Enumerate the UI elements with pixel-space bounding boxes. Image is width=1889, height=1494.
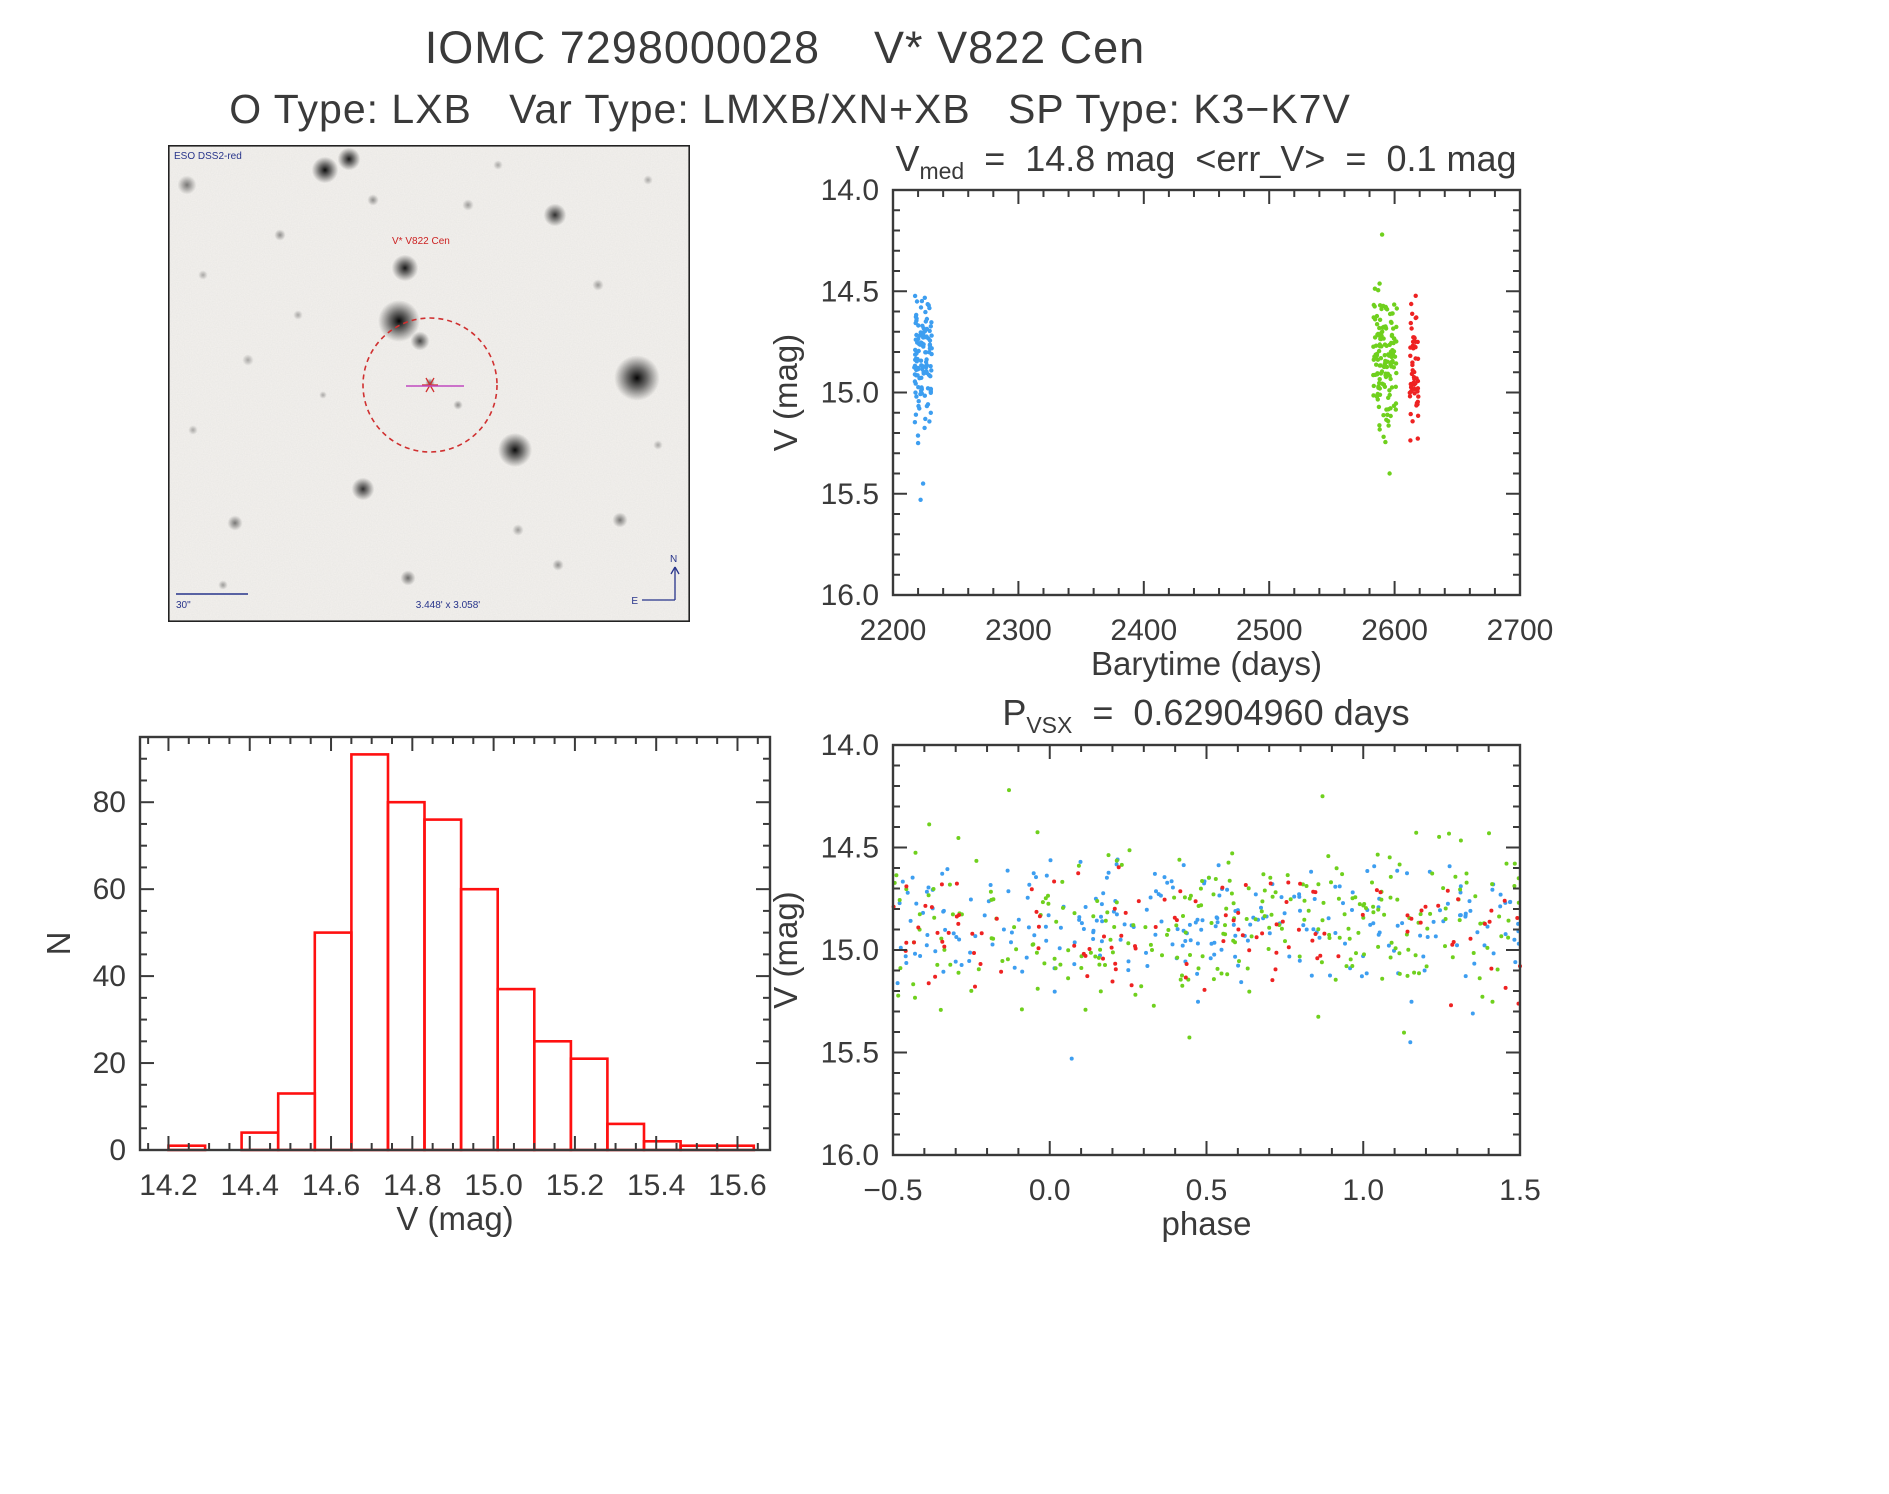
svg-text:80: 80 — [93, 786, 126, 819]
star — [274, 229, 286, 241]
star — [612, 512, 628, 528]
star — [177, 175, 197, 195]
pvsx-value: = 0.62904960 days — [1072, 692, 1410, 733]
star — [493, 160, 503, 170]
svg-text:1.5: 1.5 — [1499, 1174, 1541, 1207]
star — [497, 432, 533, 468]
svg-text:15.0: 15.0 — [821, 934, 879, 967]
histogram-ylabel: N — [40, 932, 77, 956]
svg-text:14.6: 14.6 — [302, 1169, 360, 1202]
star — [400, 570, 416, 586]
star — [453, 400, 463, 410]
svg-text:15.4: 15.4 — [627, 1169, 685, 1202]
phase-ylabel: V (mag) — [767, 891, 804, 1008]
phase-chart: −0.5 0.0 0.5 1.0 1.5 14.0 14.5 15.0 15.5 16.0 phas… — [767, 729, 1541, 1242]
svg-text:15.5: 15.5 — [821, 1037, 879, 1070]
target-label: V* V822 Cen — [392, 236, 450, 247]
star — [543, 203, 567, 227]
svg-text:14.5: 14.5 — [821, 832, 879, 865]
target-marker — [422, 377, 438, 393]
page-subtitle: O Type: LXB Var Type: LMXB/XN+XB SP Type… — [229, 86, 1351, 132]
phase-plot-title: PVSX = 0.62904960 days — [850, 692, 1562, 738]
compass-icon — [642, 566, 680, 601]
star — [410, 331, 430, 351]
star — [462, 199, 474, 211]
barytime-plot-title: Vmed = 14.8 mag <err_V> = 0.1 mag — [850, 138, 1562, 184]
svg-text:0: 0 — [109, 1134, 126, 1167]
star — [552, 559, 564, 571]
svg-text:2600: 2600 — [1361, 614, 1428, 647]
phase-xlabel: phase — [1162, 1205, 1252, 1242]
compass-north-label: N — [670, 554, 677, 565]
svg-text:16.0: 16.0 — [821, 1139, 879, 1172]
svg-text:2300: 2300 — [985, 614, 1052, 647]
fov-label: 3.448' x 3.058' — [416, 600, 481, 611]
compass-east-label: E — [631, 596, 638, 607]
vmed-symbol: V — [895, 138, 920, 179]
star — [218, 580, 228, 590]
svg-text:15.2: 15.2 — [546, 1169, 604, 1202]
star — [614, 355, 660, 401]
svg-text:2400: 2400 — [1110, 614, 1177, 647]
svg-text:14.4: 14.4 — [221, 1169, 279, 1202]
barytime-ylabel: V (mag) — [767, 334, 804, 451]
svg-text:40: 40 — [93, 960, 126, 993]
star — [319, 391, 327, 399]
barytime-chart: 2200 2300 2400 2500 2600 2700 14.0 14.5 15.0 15.5… — [767, 174, 1553, 682]
svg-text:14.2: 14.2 — [139, 1169, 197, 1202]
svg-text:20: 20 — [93, 1047, 126, 1080]
svg-text:14.8: 14.8 — [383, 1169, 441, 1202]
histogram-chart: 14.2 14.4 14.6 14.8 15.0 15.2 15.4 15.6 0 20 40 60 8… — [40, 735, 772, 1237]
page-title: IOMC 7298000028 V* V822 Cen — [424, 22, 1146, 73]
star — [512, 524, 524, 536]
star — [227, 515, 243, 531]
target-circle — [362, 317, 498, 453]
star — [311, 156, 339, 184]
svg-text:2500: 2500 — [1236, 614, 1303, 647]
svg-text:0.0: 0.0 — [1029, 1174, 1071, 1207]
star — [367, 194, 379, 206]
star — [643, 175, 653, 185]
vmed-subscript: med — [919, 158, 965, 184]
finder-frame — [168, 145, 690, 622]
svg-text:1.0: 1.0 — [1342, 1174, 1384, 1207]
survey-label: ESO DSS2-red — [174, 151, 242, 162]
svg-text:−0.5: −0.5 — [863, 1174, 922, 1207]
barytime-xlabel: Barytime (days) — [1091, 645, 1322, 682]
star — [351, 477, 375, 501]
svg-text:2700: 2700 — [1487, 614, 1554, 647]
svg-text:14.0: 14.0 — [821, 174, 879, 207]
star — [592, 279, 604, 291]
star — [337, 147, 361, 171]
star — [653, 440, 663, 450]
scale-label: 30" — [176, 600, 191, 611]
svg-text:14.0: 14.0 — [821, 729, 879, 762]
vmed-value: = 14.8 mag <err_V> = 0.1 mag — [964, 138, 1517, 179]
svg-text:60: 60 — [93, 873, 126, 906]
svg-text:2200: 2200 — [860, 614, 927, 647]
svg-text:16.0: 16.0 — [821, 579, 879, 612]
star — [198, 270, 208, 280]
svg-text:15.6: 15.6 — [708, 1169, 766, 1202]
svg-text:14.5: 14.5 — [821, 275, 879, 308]
svg-text:15.5: 15.5 — [821, 478, 879, 511]
star — [391, 254, 419, 282]
svg-text:15.0: 15.0 — [821, 377, 879, 410]
star — [242, 354, 254, 366]
pvsx-symbol: P — [1002, 692, 1027, 733]
star — [188, 425, 198, 435]
svg-text:0.5: 0.5 — [1186, 1174, 1228, 1207]
finder-chart: ESO DSS2-red V* V822 Cen 30" 3.448' x 3.… — [168, 145, 690, 622]
pvsx-subscript: VSX — [1026, 712, 1073, 738]
svg-text:15.0: 15.0 — [464, 1169, 522, 1202]
star — [293, 310, 303, 320]
histogram-xlabel: V (mag) — [396, 1200, 513, 1237]
